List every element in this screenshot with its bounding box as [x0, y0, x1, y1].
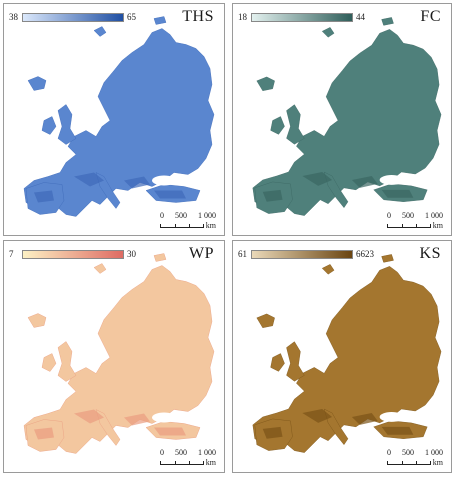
legend-max-value: 65: [127, 12, 136, 22]
europe-map-fc: [252, 17, 442, 216]
scale-label-0: 0: [387, 448, 391, 457]
scale-bar: 0 500 1 000 km: [387, 448, 443, 467]
terrain-region: [262, 426, 283, 439]
terrain-region: [351, 412, 378, 425]
legend-min-value: 61: [238, 249, 247, 259]
terrain-region: [74, 172, 104, 187]
terrain-region: [74, 409, 104, 424]
scale-label-1000: 1 000: [198, 448, 216, 457]
land-region: [153, 16, 167, 25]
land-region: [27, 76, 47, 91]
europe-map-ths: [23, 16, 215, 217]
legend-min-value: 7: [9, 249, 14, 259]
land-region: [323, 171, 349, 209]
land-region: [95, 172, 121, 209]
land-region: [153, 253, 167, 262]
scale-label-500: 500: [175, 211, 187, 220]
land-region: [270, 116, 285, 135]
land-region: [381, 254, 394, 263]
terrain-region: [381, 189, 414, 198]
legend-min-value: 18: [238, 12, 247, 22]
land-region: [381, 17, 394, 26]
scale-bar: 0 500 1 000 km: [387, 211, 443, 230]
land-region: [57, 341, 77, 382]
land-region: [41, 353, 57, 372]
land-region: [93, 263, 107, 274]
scale-label-1000: 1 000: [425, 211, 443, 220]
black-sea: [152, 412, 176, 423]
legend-max-value: 6623: [356, 249, 374, 259]
color-legend: 18 44: [238, 10, 366, 24]
terrain-region: [34, 190, 54, 203]
legend-color-bar: [251, 249, 353, 259]
terrain-region: [262, 189, 283, 202]
scale-ruler: [160, 460, 204, 465]
terrain-region: [302, 172, 333, 186]
scale-label-500: 500: [402, 448, 414, 457]
terrain-region: [124, 413, 150, 426]
terrain-region: [302, 409, 333, 423]
terrain-region: [381, 426, 414, 435]
terrain-region: [351, 175, 378, 188]
scale-unit: km: [432, 458, 443, 467]
scale-bar: 0 500 1 000 km: [160, 211, 216, 230]
land-region: [323, 408, 349, 446]
land-region: [321, 264, 335, 275]
scale-ruler: [387, 460, 431, 465]
legend-min-value: 38: [9, 12, 18, 22]
terrain-region: [124, 176, 150, 189]
panel-title: THS: [182, 8, 214, 25]
scale-label-0: 0: [387, 211, 391, 220]
scale-label-0: 0: [160, 211, 164, 220]
land-region: [286, 104, 305, 145]
scale-ruler: [160, 223, 204, 228]
land-region: [57, 104, 77, 145]
map-panel-fc: 18 44 FC 0 500 1 000 km: [232, 3, 452, 236]
scale-unit: km: [205, 221, 216, 230]
land-region: [41, 116, 57, 135]
europe-map-wp: [23, 253, 215, 454]
land-region: [321, 27, 335, 38]
land-region: [256, 313, 275, 328]
map-panel-ths: 38 65 THS 0 500 1 000 km: [3, 3, 225, 236]
color-legend: 7 30: [9, 247, 137, 261]
legend-color-bar: [22, 249, 124, 259]
legend-max-value: 44: [356, 12, 365, 22]
scale-bar: 0 500 1 000 km: [160, 448, 216, 467]
terrain-region: [154, 427, 186, 436]
terrain-region: [34, 427, 54, 440]
map-panel-ks: 61 6623 KS 0 500 1 000 km: [232, 240, 452, 473]
land-region: [270, 353, 285, 372]
black-sea: [379, 174, 404, 185]
land-region: [256, 76, 275, 91]
panel-title: WP: [189, 245, 214, 262]
scale-label-500: 500: [175, 448, 187, 457]
panel-title: KS: [419, 245, 441, 262]
scale-label-1000: 1 000: [425, 448, 443, 457]
land-region: [95, 409, 121, 446]
scale-unit: km: [205, 458, 216, 467]
land-region: [286, 341, 305, 382]
black-sea: [379, 411, 404, 422]
color-legend: 61 6623: [238, 247, 374, 261]
terrain-region: [154, 190, 186, 199]
legend-color-bar: [251, 12, 353, 22]
scale-label-0: 0: [160, 448, 164, 457]
land-region: [27, 313, 47, 328]
scale-ruler: [387, 223, 431, 228]
europe-map-ks: [252, 254, 442, 453]
scale-label-1000: 1 000: [198, 211, 216, 220]
legend-max-value: 30: [127, 249, 136, 259]
color-legend: 38 65: [9, 10, 137, 24]
legend-color-bar: [22, 12, 124, 22]
scale-unit: km: [432, 221, 443, 230]
panel-title: FC: [420, 8, 441, 25]
land-region: [93, 26, 107, 37]
scale-label-500: 500: [402, 211, 414, 220]
map-panel-wp: 7 30 WP 0 500 1 000 km: [3, 240, 225, 473]
black-sea: [152, 175, 176, 186]
